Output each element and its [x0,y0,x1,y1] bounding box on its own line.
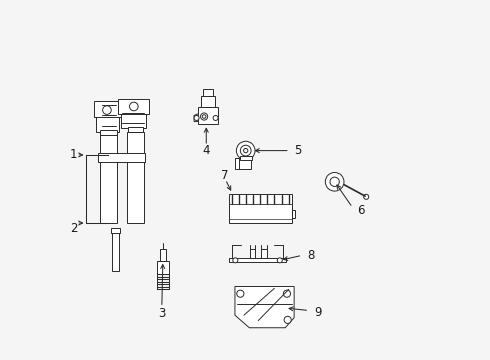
Circle shape [129,102,138,111]
Bar [100,132,117,223]
Bar [240,156,252,160]
Bar [201,96,215,107]
Bar [157,261,169,275]
Bar [111,228,120,233]
Bar [126,132,144,223]
Circle shape [202,115,206,118]
Bar [203,89,214,96]
Text: 6: 6 [357,204,365,217]
Circle shape [102,106,111,114]
Text: 7: 7 [221,169,228,182]
Circle shape [330,177,339,186]
Bar [229,258,286,262]
Text: 2: 2 [70,222,77,235]
Bar [292,211,295,218]
Bar [229,194,292,223]
Circle shape [233,258,238,263]
Bar [112,230,119,271]
Circle shape [240,145,251,156]
Bar [160,249,166,261]
Bar [250,249,255,258]
Polygon shape [194,114,198,122]
Text: 4: 4 [202,144,210,157]
Circle shape [325,172,344,191]
Bar [261,249,267,258]
Circle shape [364,194,368,199]
Circle shape [277,258,282,263]
Bar [238,158,251,169]
Circle shape [283,290,291,297]
Circle shape [213,116,218,121]
Text: 3: 3 [158,307,166,320]
Bar [94,101,122,117]
Bar [157,274,169,289]
Circle shape [284,316,291,323]
Polygon shape [235,287,294,328]
Bar [96,101,120,132]
Bar [100,130,117,135]
Text: 1: 1 [70,148,77,161]
Circle shape [236,141,255,160]
Bar [119,99,149,114]
Bar [198,107,218,125]
Text: 5: 5 [294,144,302,157]
Text: 9: 9 [314,306,321,319]
Circle shape [200,113,208,120]
Circle shape [237,290,244,297]
Text: 8: 8 [307,249,315,262]
Bar [98,153,145,162]
Bar [235,158,239,169]
Bar [128,127,143,132]
Bar [121,101,147,128]
Circle shape [244,148,248,153]
Circle shape [194,116,199,121]
